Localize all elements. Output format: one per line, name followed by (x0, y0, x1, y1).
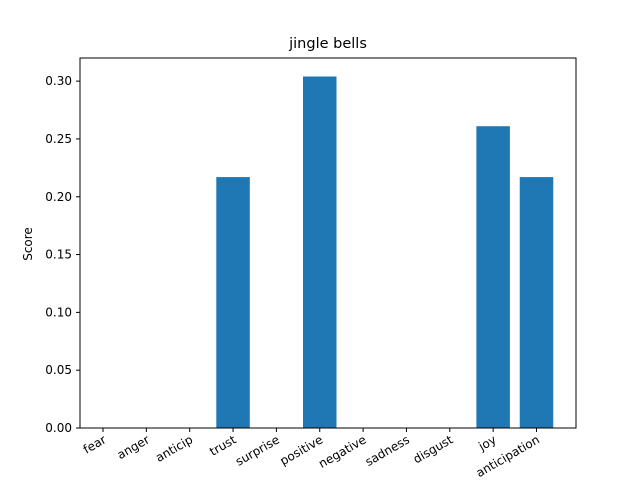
x-tick-label: fear (81, 432, 109, 456)
bars-group (216, 76, 554, 428)
y-tick-label: 0.10 (45, 305, 72, 319)
y-tick-label: 0.05 (45, 363, 72, 377)
y-tick-label: 0.00 (45, 421, 72, 435)
y-ticks-group: 0.00 0.05 0.10 0.15 0.20 0.25 0.30 (45, 74, 80, 435)
x-tick-label: anger (115, 432, 152, 462)
bar-joy (476, 126, 510, 428)
y-axis-label: Score (21, 227, 35, 261)
y-tick-label: 0.20 (45, 190, 72, 204)
y-tick-label: 0.25 (45, 132, 72, 146)
bar-positive (303, 76, 337, 428)
x-tick-label: disgust (411, 432, 456, 466)
x-tick-label: surprise (233, 432, 282, 468)
chart-title: jingle bells (288, 36, 367, 52)
x-tick-label: anticip (153, 432, 195, 464)
y-tick-label: 0.15 (45, 248, 72, 262)
bar-anticipation (519, 177, 554, 428)
bar-trust (216, 177, 250, 428)
plot-frame (79, 57, 577, 429)
y-tick-label: 0.30 (45, 74, 72, 88)
x-tick-label: trust (207, 432, 239, 458)
x-tick-label: joy (475, 432, 498, 454)
x-tick-label: negative (316, 432, 368, 470)
x-tick-label: sadness (363, 432, 412, 468)
x-ticks-group: fear anger anticip trustsurprisepositiveneg… (81, 428, 542, 480)
